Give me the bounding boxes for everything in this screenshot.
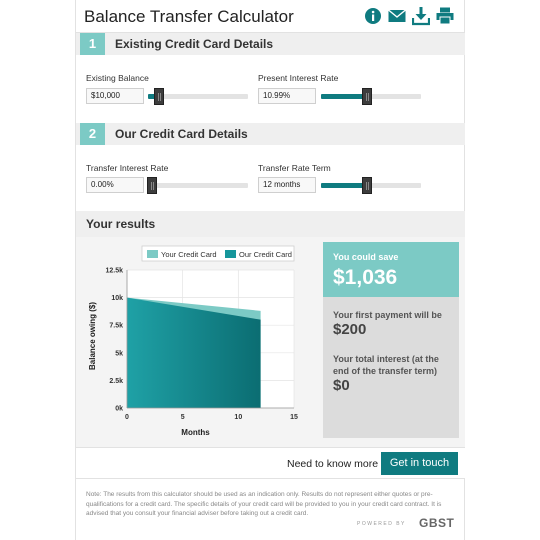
- cta-bar: Need to know more Get in touch: [76, 447, 465, 479]
- series-area-our-card: [127, 297, 261, 408]
- header-actions: [364, 6, 454, 26]
- legend-swatch: [147, 250, 158, 258]
- present-interest-rate-input[interactable]: 10.99%: [258, 88, 316, 104]
- results-header: Your results: [76, 211, 465, 237]
- present-interest-rate-label: Present Interest Rate: [258, 73, 339, 83]
- total-interest-label: Your total interest (at the end of the t…: [333, 354, 439, 376]
- print-icon[interactable]: [436, 6, 454, 26]
- slider-handle[interactable]: [362, 177, 372, 194]
- get-in-touch-button[interactable]: Get in touch: [381, 452, 458, 475]
- x-tick-label: 10: [234, 414, 242, 421]
- payment-info-panel: Your first payment will be $200 Your tot…: [323, 297, 459, 438]
- legend-swatch: [225, 250, 236, 258]
- results-title: Your results: [86, 217, 156, 231]
- cta-text: Need to know more: [287, 458, 379, 470]
- calculator-card: Balance Transfer Calculator: [75, 0, 465, 540]
- slider-handle[interactable]: [154, 88, 164, 105]
- section-number: 2: [80, 123, 105, 145]
- powered-by-label: POWERED BY: [357, 521, 406, 527]
- x-tick-label: 15: [290, 414, 298, 421]
- present-interest-rate-slider[interactable]: [321, 88, 421, 105]
- slider-handle[interactable]: [362, 88, 372, 105]
- y-tick-label: 0k: [115, 406, 123, 413]
- y-tick-label: 10k: [111, 295, 123, 302]
- transfer-interest-rate-input[interactable]: 0.00%: [86, 177, 144, 193]
- section-title: Our Credit Card Details: [115, 127, 248, 141]
- legend-label: Our Credit Card: [239, 250, 292, 259]
- section-number: 1: [80, 33, 105, 55]
- section-title: Existing Credit Card Details: [115, 37, 274, 51]
- download-icon[interactable]: [412, 6, 430, 26]
- x-tick-label: 0: [125, 414, 129, 421]
- savings-panel: You could save $1,036: [323, 242, 459, 297]
- legend-box: [141, 245, 295, 262]
- balance-chart: 0k 2.5k 5k 7.5k 10k 12.5k 0 5 10 15 Months Balance …: [88, 245, 298, 437]
- savings-label: You could save: [333, 252, 399, 262]
- gbst-logo: GBST: [419, 516, 455, 530]
- savings-value: $1,036: [333, 266, 398, 289]
- info-icon[interactable]: [364, 6, 382, 26]
- page-title: Balance Transfer Calculator: [84, 7, 294, 26]
- y-tick-label: 2.5k: [109, 378, 123, 385]
- existing-balance-label: Existing Balance: [86, 73, 149, 83]
- first-payment-value: $200: [333, 321, 367, 338]
- legend-label: Your Credit Card: [161, 250, 217, 259]
- transfer-interest-rate-slider[interactable]: [147, 177, 248, 194]
- transfer-interest-rate-label: Transfer Interest Rate: [86, 163, 169, 173]
- y-tick-label: 7.5k: [109, 323, 123, 330]
- existing-balance-slider[interactable]: [148, 88, 248, 105]
- slider-handle[interactable]: [147, 177, 157, 194]
- transfer-rate-term-slider[interactable]: [321, 177, 421, 194]
- existing-balance-input[interactable]: $10,000: [86, 88, 144, 104]
- y-tick-label: 12.5k: [105, 268, 123, 275]
- transfer-rate-term-label: Transfer Rate Term: [258, 163, 331, 173]
- disclaimer-note: Note: The results from this calculator s…: [86, 491, 442, 517]
- calculator-header: Balance Transfer Calculator: [76, 0, 464, 33]
- y-axis-label: Balance owing ($): [88, 302, 97, 370]
- transfer-rate-term-input[interactable]: 12 months: [258, 177, 316, 193]
- section-existing-card: 1 Existing Credit Card Details: [76, 33, 465, 55]
- y-tick-label: 5k: [115, 350, 123, 357]
- email-icon[interactable]: [388, 6, 406, 26]
- x-tick-label: 5: [181, 414, 185, 421]
- section-our-card: 2 Our Credit Card Details: [76, 123, 465, 145]
- total-interest-value: $0: [333, 377, 350, 394]
- first-payment-label: Your first payment will be: [333, 310, 442, 320]
- x-axis-label: Months: [181, 428, 210, 437]
